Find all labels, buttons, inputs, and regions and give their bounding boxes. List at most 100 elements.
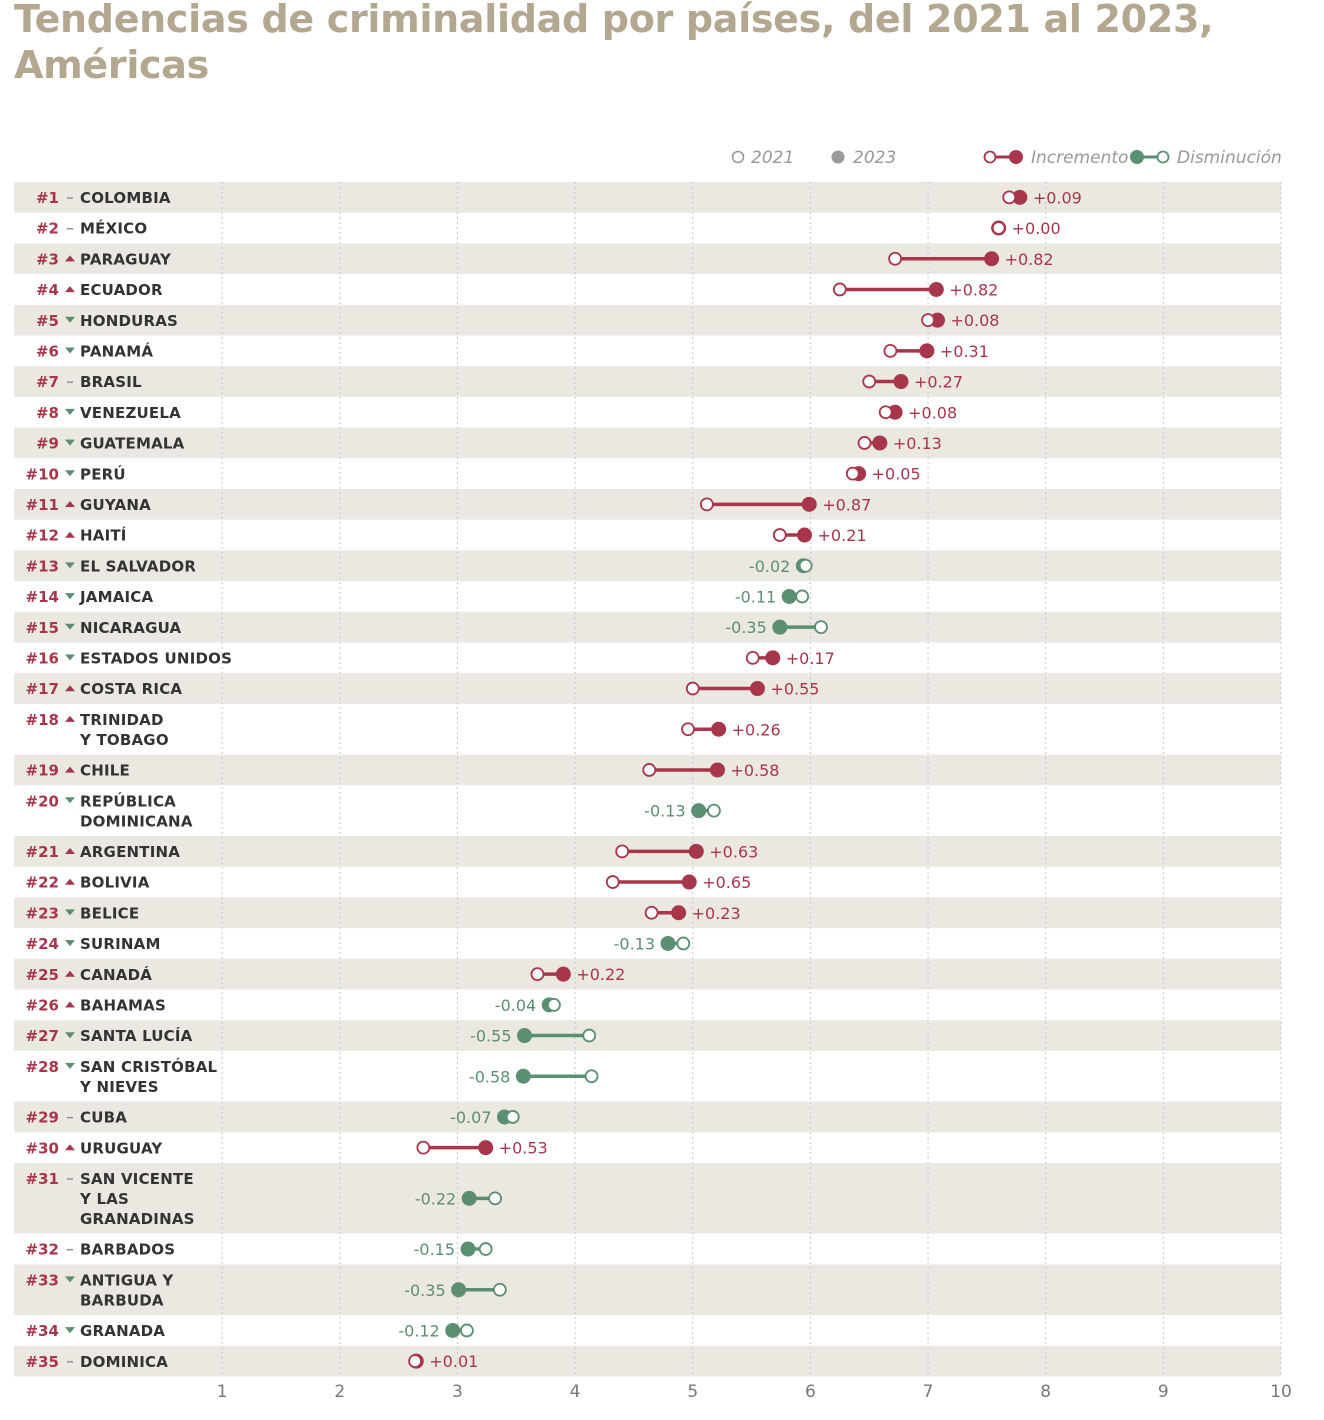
delta-label: +0.27 bbox=[914, 373, 963, 392]
rank-label: #25 bbox=[26, 966, 59, 984]
delta-label: +0.23 bbox=[692, 904, 741, 923]
rank-label: #2 bbox=[36, 220, 59, 238]
country-name: PERÚ bbox=[80, 464, 126, 483]
x-tick-label: 10 bbox=[1270, 1382, 1292, 1402]
dot-2023 bbox=[765, 650, 781, 666]
country-name: GUATEMALA bbox=[80, 435, 185, 453]
delta-label: +0.00 bbox=[1012, 219, 1061, 238]
dot-2021 bbox=[795, 589, 810, 604]
x-tick-label: 6 bbox=[805, 1382, 816, 1402]
rank-label: #16 bbox=[26, 650, 59, 668]
country-name: PARAGUAY bbox=[80, 250, 172, 268]
country-name: VENEZUELA bbox=[80, 404, 181, 422]
row-band bbox=[14, 427, 1281, 459]
rank-label: #23 bbox=[26, 904, 59, 922]
trend-down-icon bbox=[65, 1062, 75, 1069]
dot-2021 bbox=[772, 528, 787, 542]
dot-2023 bbox=[445, 1322, 461, 1338]
rank-label: #33 bbox=[26, 1271, 59, 1289]
x-tick-label: 5 bbox=[687, 1382, 698, 1402]
rank-label: #17 bbox=[26, 680, 59, 698]
country-name: ECUADOR bbox=[80, 281, 163, 299]
dot-2023 bbox=[451, 1282, 467, 1298]
delta-label: +0.82 bbox=[949, 280, 998, 299]
rank-label: #13 bbox=[26, 557, 59, 575]
delta-label: -0.35 bbox=[404, 1281, 445, 1300]
country-name: BOLIVIA bbox=[80, 874, 150, 892]
country-name: CUBA bbox=[80, 1109, 127, 1127]
dot-2021 bbox=[707, 803, 721, 818]
country-name: COLOMBIA bbox=[80, 189, 171, 207]
dot-2021 bbox=[814, 620, 828, 635]
trend-down-icon bbox=[65, 1032, 75, 1039]
dot-2023 bbox=[671, 905, 687, 921]
dot-2023 bbox=[555, 966, 571, 982]
dot-2021 bbox=[888, 251, 903, 266]
dot-2021 bbox=[857, 436, 872, 450]
trend-up-icon bbox=[65, 970, 75, 977]
dot-2021 bbox=[685, 681, 700, 696]
legend-increase-start bbox=[983, 150, 997, 164]
legend-2023-label: 2023 bbox=[853, 148, 896, 168]
country-name: MÉXICO bbox=[80, 219, 147, 238]
country-name: GRANADA bbox=[80, 1322, 165, 1340]
dot-2021 bbox=[547, 997, 561, 1012]
legend-2023-marker bbox=[831, 150, 845, 164]
dot-2023 bbox=[893, 374, 909, 390]
delta-label: -0.04 bbox=[495, 996, 536, 1015]
country-name: HAITÍ bbox=[80, 526, 127, 545]
legend-decrease-label: Disminución bbox=[1177, 148, 1282, 168]
country-name: BELICE bbox=[80, 904, 139, 922]
delta-label: -0.12 bbox=[398, 1321, 439, 1340]
rank-label: #5 bbox=[36, 312, 59, 330]
dot-2023 bbox=[688, 843, 704, 859]
trend-down-icon bbox=[65, 347, 75, 354]
row-band bbox=[14, 304, 1281, 336]
delta-label: +0.26 bbox=[732, 720, 781, 739]
country-name: TRINIDAD bbox=[80, 711, 164, 729]
country-name: BRASIL bbox=[80, 373, 142, 391]
rank-label: #31 bbox=[26, 1170, 59, 1188]
country-name: BARBUDA bbox=[80, 1291, 164, 1309]
country-name: ANTIGUA Y bbox=[80, 1271, 174, 1289]
rank-label: #20 bbox=[26, 792, 59, 810]
dot-2021 bbox=[478, 1242, 493, 1256]
rank-label: #11 bbox=[26, 496, 59, 514]
delta-label: -0.35 bbox=[725, 618, 766, 637]
delta-label: +0.65 bbox=[702, 873, 751, 892]
country-name: SURINAM bbox=[80, 935, 161, 953]
row-bands bbox=[14, 182, 1281, 1377]
grid-lines bbox=[221, 182, 1282, 1377]
x-tick-label: 8 bbox=[1040, 1382, 1051, 1402]
country-name: Y NIEVES bbox=[79, 1078, 159, 1096]
dot-2023 bbox=[872, 435, 888, 451]
row-band bbox=[14, 182, 1281, 213]
legend-2021-marker bbox=[731, 150, 745, 164]
dot-2023 bbox=[681, 874, 697, 890]
trend-up-icon bbox=[65, 286, 75, 293]
row-band bbox=[14, 611, 1281, 643]
legend-increase-label: Incremento bbox=[1031, 148, 1128, 168]
trend-up-icon bbox=[65, 531, 75, 538]
rank-label: #32 bbox=[26, 1241, 59, 1259]
dot-2023 bbox=[515, 1068, 531, 1084]
row-band bbox=[14, 366, 1281, 397]
data-marks: +0.09 +0.00 +0.82 +0.82 +0.08 +0.31 +0.27 +0.08… bbox=[398, 188, 1082, 1371]
delta-label: -0.15 bbox=[414, 1240, 455, 1259]
dot-2021 bbox=[605, 875, 620, 889]
legend-increase-end bbox=[1009, 150, 1023, 164]
row-band bbox=[14, 958, 1281, 990]
trend-down-icon bbox=[65, 562, 75, 569]
delta-label: +0.13 bbox=[893, 434, 942, 453]
dot-2021 bbox=[699, 497, 714, 512]
dot-2021 bbox=[615, 844, 630, 859]
country-name: ARGENTINA bbox=[80, 843, 180, 861]
delta-label: +0.63 bbox=[709, 842, 758, 861]
country-name: HONDURAS bbox=[80, 312, 178, 330]
x-tick-label: 3 bbox=[452, 1382, 463, 1402]
rank-label: #30 bbox=[26, 1139, 59, 1157]
dot-2021 bbox=[416, 1140, 431, 1155]
trend-down-icon bbox=[65, 408, 75, 415]
trend-up-icon bbox=[65, 715, 75, 722]
x-tick-label: 2 bbox=[334, 1382, 345, 1402]
